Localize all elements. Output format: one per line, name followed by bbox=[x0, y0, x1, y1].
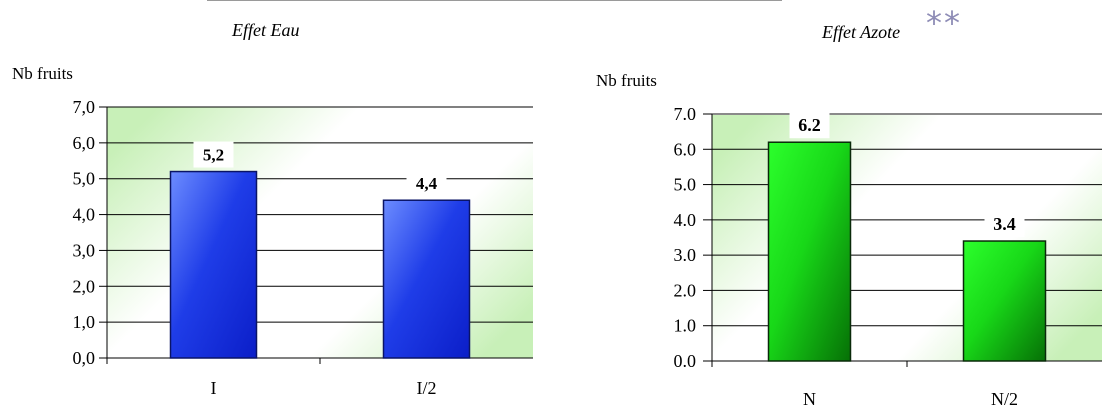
x-category-label: N bbox=[803, 389, 816, 409]
data-label-box bbox=[406, 170, 447, 197]
y-tick-label: 5,0 bbox=[73, 169, 96, 189]
chart-title-water: Effet Eau bbox=[232, 20, 300, 40]
y-tick-label: 0,0 bbox=[73, 348, 96, 368]
y-tick-label: 7.0 bbox=[674, 104, 697, 124]
data-label-box bbox=[789, 112, 830, 139]
y-tick-label: 4.0 bbox=[674, 210, 697, 230]
y-tick-label: 2.0 bbox=[674, 280, 697, 300]
significance-stars: ** bbox=[926, 4, 962, 42]
y-tick-label: 6,0 bbox=[73, 133, 96, 153]
y-tick-label: 1.0 bbox=[674, 316, 697, 336]
bar-I/2 bbox=[382, 199, 471, 359]
y-tick-label: 3.0 bbox=[674, 245, 697, 265]
y-axis-label-nitrogen: Nb fruits bbox=[596, 71, 657, 90]
top-divider-line bbox=[207, 0, 782, 1]
y-tick-label: 1,0 bbox=[73, 312, 96, 332]
y-tick-label: 7,0 bbox=[73, 97, 96, 117]
chart-title-nitrogen: Effet Azote bbox=[822, 22, 901, 42]
data-label-box bbox=[984, 211, 1025, 238]
y-tick-label: 3,0 bbox=[73, 240, 96, 260]
data-label: 4,4 bbox=[416, 174, 438, 193]
x-category-label: N/2 bbox=[991, 389, 1018, 409]
x-category-label: I/2 bbox=[417, 378, 437, 398]
y-tick-label: 5.0 bbox=[674, 175, 697, 195]
bar-N/2 bbox=[962, 240, 1047, 362]
y-tick-label: 0.0 bbox=[674, 351, 697, 371]
y-tick-label: 6.0 bbox=[674, 139, 697, 159]
data-label: 6.2 bbox=[798, 115, 821, 135]
bar-N bbox=[767, 141, 852, 362]
data-label: 5,2 bbox=[203, 146, 224, 165]
bar-I bbox=[169, 170, 258, 359]
data-label: 3.4 bbox=[993, 214, 1016, 234]
y-axis-label-water: Nb fruits bbox=[12, 64, 73, 83]
x-category-label: I bbox=[211, 378, 217, 398]
y-tick-label: 2,0 bbox=[73, 276, 96, 296]
data-label-box bbox=[193, 141, 234, 168]
y-tick-label: 4,0 bbox=[73, 205, 96, 225]
